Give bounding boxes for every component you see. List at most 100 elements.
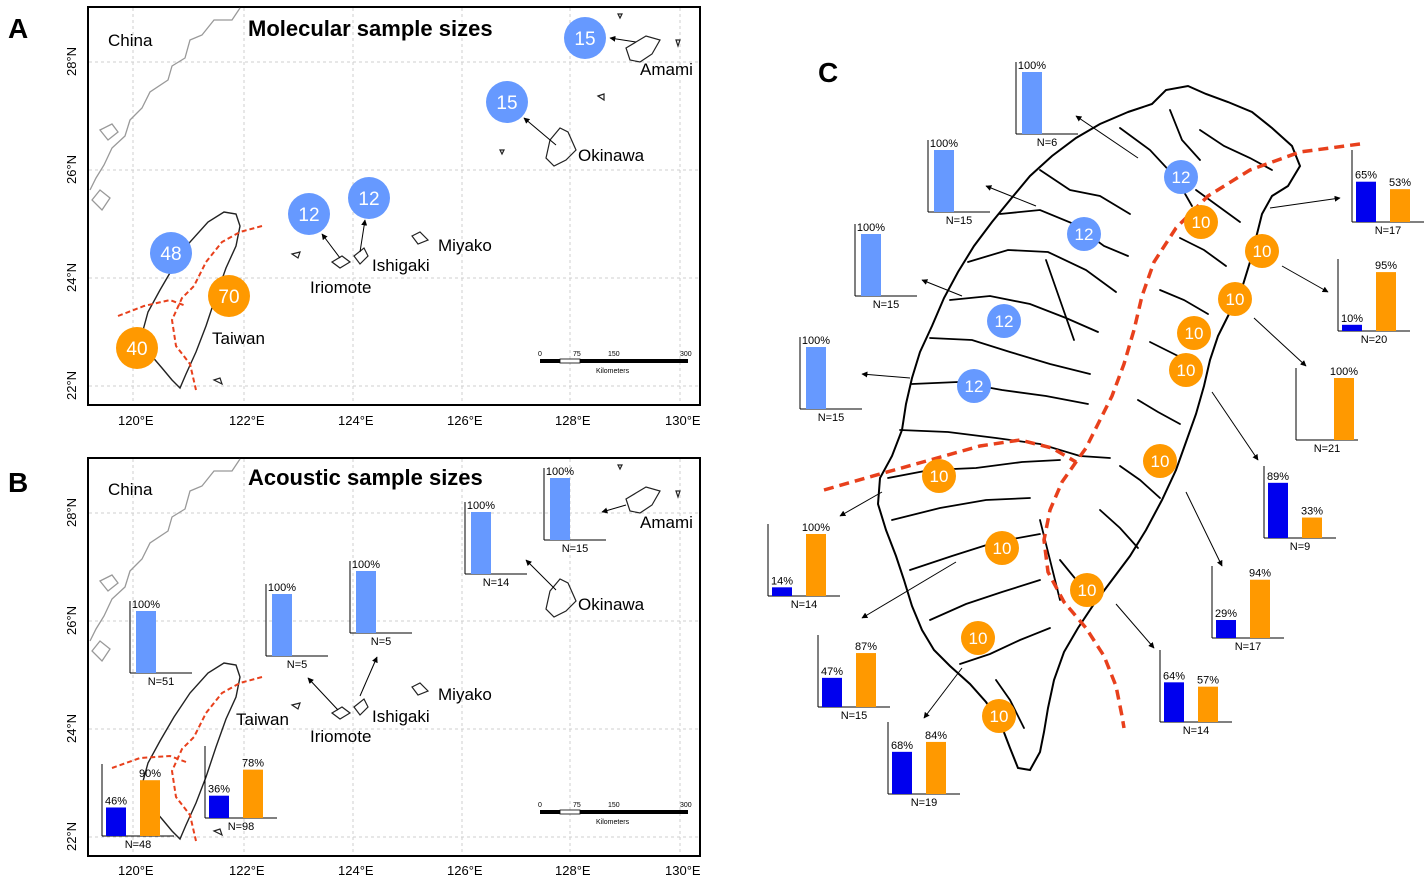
panel-a-circle-label: 48 — [160, 244, 181, 265]
panel-a-circle: 15 — [486, 81, 528, 123]
panel-c-circle-label: 12 — [1172, 168, 1191, 187]
panel-a-label-iriomote: Iriomote — [310, 278, 371, 297]
panel-b-chart: 100% N=51 — [129, 599, 192, 688]
panel-c-bar — [934, 150, 954, 212]
panel-b-bar — [209, 795, 229, 818]
panel-b-bar — [471, 512, 491, 574]
lat-tick-28: 28°N — [64, 498, 79, 527]
panel-b-bar — [106, 807, 126, 836]
panel-b-bar-label: 100% — [546, 466, 574, 478]
lat-tick-24: 24°N — [64, 714, 79, 743]
scale-tick-150: 150 — [608, 351, 620, 358]
panel-b-bar-label: 46% — [105, 795, 127, 807]
panel-b-chart-n: N=5 — [287, 659, 308, 671]
panel-a-circle-shape — [116, 327, 158, 369]
panel-c-bar-label: 47% — [821, 666, 843, 678]
panel-c-divide-line-west — [823, 438, 1077, 492]
panel-c-chart: 14% 100% N=14 — [767, 522, 840, 611]
panel-c-circle-shape — [1245, 234, 1279, 268]
panel-c-letter: C — [818, 57, 838, 88]
panel-c-circle: 10 — [1218, 282, 1252, 316]
panel-c-circle: 10 — [1143, 444, 1177, 478]
panel-c-bar — [1390, 189, 1410, 222]
scale-unit: Kilometers — [596, 368, 630, 375]
panel-b-bar — [136, 611, 156, 673]
panel-a-label-okinawa: Okinawa — [578, 146, 645, 165]
panel-c-bar-label: 87% — [855, 641, 877, 653]
panel-c-circle-label: 10 — [1226, 290, 1245, 309]
panel-c-chart: 100% N=6 — [1015, 60, 1078, 149]
panel-c-bar-label: 100% — [802, 522, 830, 534]
panel-c-circle-label: 10 — [1177, 361, 1196, 380]
panel-c-chart: 10% 95% N=20 — [1337, 259, 1410, 346]
panel-b-divide-line-west — [111, 754, 187, 769]
panel-c-arrows — [839, 115, 1341, 719]
panel-a-lon-ticks: 120°E 122°E 124°E 126°E 128°E 130°E — [118, 413, 701, 428]
panel-b-label-iriomote: Iriomote — [310, 727, 371, 746]
panel-b-bar — [356, 571, 376, 633]
panel-a-circle: 15 — [564, 17, 606, 59]
panel-b-chart: 100% N=14 — [464, 500, 527, 589]
scale-unit: Kilometers — [596, 819, 630, 826]
panel-c-chart-n: N=19 — [911, 797, 938, 809]
panel-a-circle-shape — [564, 17, 606, 59]
panel-c-bar — [1268, 482, 1288, 538]
panel-c-chart-n: N=20 — [1361, 334, 1388, 346]
panel-c-chart: 68% 84% N=19 — [887, 722, 960, 809]
panel-c-circle-shape — [1184, 205, 1218, 239]
panel-a: A — [8, 6, 701, 428]
scale-tick-150: 150 — [608, 802, 620, 809]
panel-c-chart-n: N=9 — [1290, 541, 1311, 553]
panel-c-chart-n: N=14 — [1183, 725, 1210, 737]
panel-c-bar — [822, 677, 842, 707]
panel-b-chart-n: N=98 — [228, 821, 255, 833]
panel-c-chart: 100% N=15 — [927, 138, 990, 227]
panel-a-circle-shape — [288, 193, 330, 235]
panel-c-sample-circles: 12 12 12 12 10 10 10 10 10 10 10 10 10 10 10 — [922, 160, 1279, 733]
panel-c-circle: 12 — [987, 304, 1021, 338]
panel-c-circle-label: 10 — [1078, 581, 1097, 600]
panel-c-circle-label: 10 — [930, 467, 949, 486]
panel-b-chart-n: N=51 — [148, 676, 175, 688]
panel-c-circle-shape — [1070, 573, 1104, 607]
panel-a-label-taiwan: Taiwan — [212, 329, 265, 348]
panel-c-bar — [926, 741, 946, 794]
panel-b-bar — [140, 780, 160, 836]
panel-c-circle-label: 12 — [965, 377, 984, 396]
panel-b-arrows — [307, 504, 627, 711]
panel-b-label-ishigaki: Ishigaki — [372, 707, 430, 726]
panel-c-bar — [1376, 272, 1396, 331]
scale-tick-300: 300 — [680, 802, 692, 809]
panel-c-chart: 100% N=15 — [854, 222, 917, 311]
panel-b-label-taiwan: Taiwan — [236, 710, 289, 729]
panel-a-circle: 12 — [348, 177, 390, 219]
panel-b-bar-label: 90% — [139, 768, 161, 780]
panel-c-bar-label: 65% — [1355, 170, 1377, 182]
panel-c-chart-n: N=14 — [791, 599, 818, 611]
panel-b-bar-label: 78% — [242, 758, 264, 770]
lon-tick-120: 120°E — [118, 413, 154, 428]
panel-c-bar — [1342, 324, 1362, 331]
panel-a-circle-label: 40 — [126, 339, 147, 360]
panel-c-circle-shape — [957, 369, 991, 403]
panel-c-bar-label: 10% — [1341, 313, 1363, 325]
panel-a-letter: A — [8, 13, 28, 44]
lon-tick-130: 130°E — [665, 413, 701, 428]
panel-b-bar-label: 100% — [467, 500, 495, 512]
panel-c-bar-label: 29% — [1215, 608, 1237, 620]
panel-b-bar-label: 100% — [268, 582, 296, 594]
panel-c-circle-label: 10 — [1185, 324, 1204, 343]
panel-c-chart: 100% N=21 — [1295, 366, 1358, 455]
panel-a-divide-line — [170, 225, 263, 391]
lon-tick-124: 124°E — [338, 413, 374, 428]
panel-b-letter: B — [8, 467, 28, 498]
panel-c-circle: 12 — [1164, 160, 1198, 194]
panel-b-label-amami: Amami — [640, 513, 693, 532]
panel-c-bar — [1022, 72, 1042, 134]
panel-c-chart: 64% 57% N=14 — [1159, 650, 1232, 737]
panel-b-label-miyako: Miyako — [438, 685, 492, 704]
scale-tick-300: 300 — [680, 351, 692, 358]
panel-b-bar-charts: 100% N=15 100% N=14 100% N=5 100% N=5 100% N=51 46… — [101, 466, 606, 851]
panel-c-chart: 89% 33% N=9 — [1263, 466, 1336, 553]
panel-c-bar — [1302, 517, 1322, 538]
